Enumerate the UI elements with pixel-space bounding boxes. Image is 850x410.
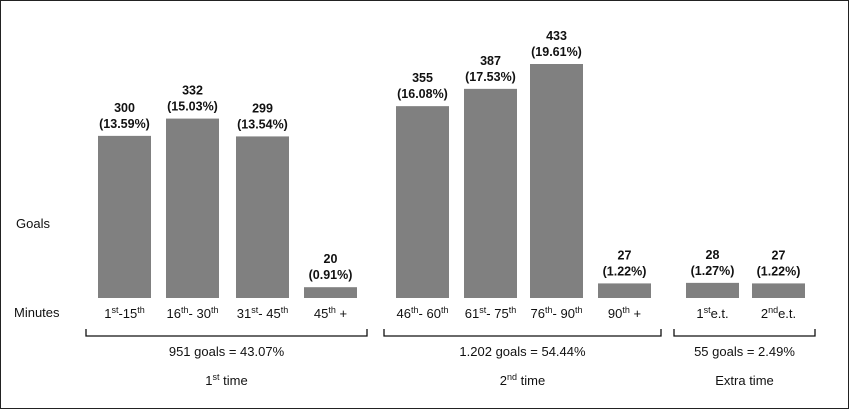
- bar-6: [464, 88, 517, 298]
- tick-label-3: 31st- 45th: [237, 305, 288, 321]
- tick-label-8: 90th +: [608, 305, 641, 321]
- group-name-3: Extra time: [715, 373, 774, 388]
- group-summary-3: 55 goals = 2.49%: [694, 344, 795, 359]
- value-label-1: 300: [114, 101, 135, 115]
- percent-label-1: (13.59%): [99, 117, 150, 131]
- x-axis-label: Minutes: [14, 305, 60, 320]
- bar-7: [530, 64, 583, 298]
- y-axis-label: Goals: [16, 216, 50, 231]
- bar-3: [236, 136, 289, 298]
- bar-1: [98, 135, 151, 298]
- bar-5: [396, 106, 449, 298]
- bar-8: [598, 283, 651, 298]
- group-bracket-1: [85, 329, 368, 337]
- value-label-5: 355: [412, 71, 433, 85]
- value-label-3: 299: [252, 101, 273, 115]
- tick-label-9: 1ste.t.: [696, 305, 728, 321]
- value-label-7: 433: [546, 29, 567, 43]
- group-bracket-2: [383, 329, 662, 337]
- percent-label-5: (16.08%): [397, 87, 448, 101]
- group-name-1: 1st time: [205, 372, 247, 388]
- bar-9: [686, 282, 739, 298]
- percent-label-2: (15.03%): [167, 100, 218, 114]
- value-label-4: 20: [324, 252, 338, 266]
- group-bracket-3: [673, 329, 816, 337]
- percent-label-9: (1.27%): [691, 264, 735, 278]
- tick-label-10: 2nde.t.: [761, 305, 796, 321]
- groups-layer: 951 goals = 43.07% 1st time 1.202 goals = …: [85, 329, 816, 388]
- bars-layer: 300 (13.59%) 1st-15th 332 (15.03%) 16th- 30th…: [98, 29, 805, 321]
- tick-label-2: 16th- 30th: [167, 305, 219, 321]
- bar-4: [304, 287, 357, 298]
- bar-2: [166, 118, 219, 298]
- percent-label-7: (19.61%): [531, 45, 582, 59]
- tick-label-5: 46th- 60th: [397, 305, 449, 321]
- tick-label-7: 76th- 90th: [531, 305, 583, 321]
- tick-label-6: 61st- 75th: [465, 305, 516, 321]
- percent-label-4: (0.91%): [309, 268, 353, 282]
- percent-label-6: (17.53%): [465, 70, 516, 84]
- percent-label-8: (1.22%): [603, 264, 647, 278]
- bar-10: [752, 283, 805, 298]
- percent-label-3: (13.54%): [237, 117, 288, 131]
- value-label-8: 27: [618, 248, 632, 262]
- tick-label-1: 1st-15th: [104, 305, 145, 321]
- value-label-2: 332: [182, 84, 203, 98]
- group-summary-2: 1.202 goals = 54.44%: [459, 344, 586, 359]
- group-name-2: 2nd time: [500, 372, 545, 388]
- value-label-10: 27: [772, 248, 786, 262]
- group-summary-1: 951 goals = 43.07%: [169, 344, 285, 359]
- value-label-9: 28: [706, 248, 720, 262]
- value-label-6: 387: [480, 54, 501, 68]
- tick-label-4: 45th +: [314, 305, 347, 321]
- percent-label-10: (1.22%): [757, 264, 801, 278]
